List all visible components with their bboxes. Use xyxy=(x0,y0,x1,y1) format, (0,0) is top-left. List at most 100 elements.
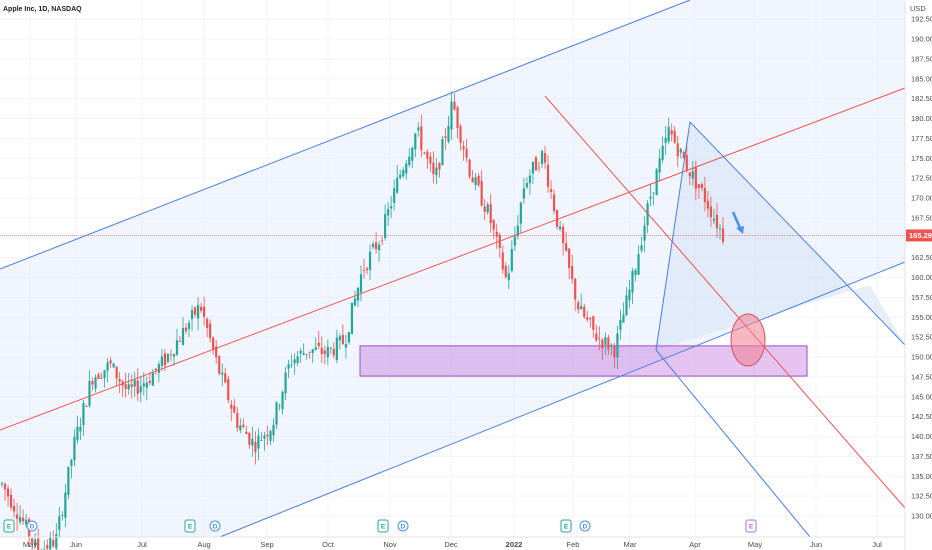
dividend-marker[interactable]: D xyxy=(26,520,38,532)
candle-body xyxy=(540,150,544,165)
candle-body xyxy=(332,348,335,356)
candle-body xyxy=(254,442,257,452)
candle-body xyxy=(634,270,637,275)
candle-body xyxy=(160,356,163,366)
earnings-marker[interactable]: E xyxy=(745,519,757,533)
earnings-marker[interactable]: E xyxy=(560,519,572,533)
candle-body xyxy=(82,402,85,426)
time-tick-label: Jun xyxy=(70,540,82,549)
channel-mid-line[interactable] xyxy=(0,87,906,431)
candle-body xyxy=(142,383,145,387)
candle-body xyxy=(643,225,646,241)
candle-body xyxy=(552,194,556,212)
price-tick-label: 160.00 xyxy=(911,273,932,282)
time-tick-label: Oct xyxy=(322,540,335,549)
candle-body xyxy=(341,335,344,344)
candle-body xyxy=(489,204,492,224)
candle-body xyxy=(209,323,212,339)
earnings-icon xyxy=(184,519,196,533)
candle-body xyxy=(181,327,185,346)
candle-body xyxy=(350,302,354,335)
candle-body xyxy=(88,380,91,406)
candle-body xyxy=(212,337,215,350)
candle-body xyxy=(525,183,529,188)
dividend-marker[interactable]: D xyxy=(397,520,409,532)
desc-mid-line[interactable] xyxy=(544,95,906,509)
candle-body xyxy=(715,214,719,229)
candle-body xyxy=(31,538,34,543)
price-tick-label: 175.00 xyxy=(911,154,932,163)
price-tick-label: 190.00 xyxy=(911,35,932,44)
candle-body xyxy=(200,306,203,311)
candle-body xyxy=(531,161,535,174)
candle-body xyxy=(558,226,562,230)
candle-body xyxy=(290,364,293,366)
price-axis[interactable]: 130.00 132.50 135.00 137.50 140.00 142.50 145.… xyxy=(906,15,932,521)
desc-anchor-line[interactable] xyxy=(655,121,691,351)
event-marker-label: E xyxy=(564,524,569,531)
earnings-marker[interactable]: E xyxy=(184,519,196,533)
candle-body xyxy=(184,327,188,332)
candle-body xyxy=(311,349,314,354)
candle-body xyxy=(263,435,266,439)
direction-arrow[interactable] xyxy=(731,211,742,229)
event-marker-label: E xyxy=(7,524,12,531)
candle-body xyxy=(682,151,685,159)
candle-body xyxy=(616,333,619,358)
direction-arrow-head xyxy=(736,226,744,234)
candle-body xyxy=(667,126,670,142)
desc-lower-line[interactable] xyxy=(655,349,811,538)
price-tick-label: 147.50 xyxy=(911,372,932,381)
candle-body xyxy=(577,302,580,310)
candle-body xyxy=(534,157,538,171)
candle-body xyxy=(49,537,52,550)
desc-upper-line[interactable] xyxy=(689,121,906,346)
dividend-marker[interactable]: D xyxy=(209,520,221,532)
candle-body xyxy=(154,368,157,370)
earnings-marker[interactable]: E xyxy=(377,519,389,533)
time-axis[interactable]: May Jun Jul Aug Sep Oct Nov Dec 2022 Feb Mar Apr May… xyxy=(23,540,882,549)
candle-body xyxy=(456,107,459,129)
candle-body xyxy=(628,289,631,301)
candle-body xyxy=(471,177,474,183)
earnings-icon xyxy=(3,519,15,533)
time-tick-label: 2022 xyxy=(506,540,523,549)
price-tick-label: 170.00 xyxy=(911,194,932,203)
chart-title: Apple Inc, 1D, NASDAQ xyxy=(3,6,82,13)
channel-lower-line[interactable] xyxy=(219,261,906,538)
price-tick-label: 145.00 xyxy=(911,392,932,401)
target-ellipse[interactable] xyxy=(730,313,766,367)
candle-body xyxy=(709,206,713,218)
candle-body xyxy=(344,343,348,348)
time-tick-label: Jul xyxy=(137,540,147,549)
candle-body xyxy=(700,183,703,189)
time-tick-label: Nov xyxy=(383,540,397,549)
candle-body xyxy=(718,228,722,230)
candle-body xyxy=(287,364,290,369)
candle-body xyxy=(495,231,498,237)
candle-body xyxy=(103,370,106,379)
candle-body xyxy=(721,228,725,242)
candle-body xyxy=(193,307,197,315)
candle-body xyxy=(275,402,278,425)
candle-body xyxy=(405,163,408,174)
candle-body xyxy=(172,354,176,357)
candle-body xyxy=(598,338,601,340)
candle-body xyxy=(420,126,423,151)
candle-body xyxy=(640,245,643,251)
candle-body xyxy=(426,151,429,159)
candle-body xyxy=(326,346,329,358)
candle-body xyxy=(697,184,700,188)
candle-body xyxy=(371,244,375,248)
candle-body xyxy=(3,483,7,490)
channel-upper-line[interactable] xyxy=(0,0,691,270)
candle-body xyxy=(580,305,583,310)
candle-body xyxy=(284,372,287,394)
candle-body xyxy=(34,539,37,546)
candle-body xyxy=(299,350,302,354)
candle-body xyxy=(691,171,694,179)
earnings-marker[interactable]: E xyxy=(3,519,15,533)
dividend-marker[interactable]: D xyxy=(579,520,591,532)
candle-body xyxy=(374,242,378,250)
